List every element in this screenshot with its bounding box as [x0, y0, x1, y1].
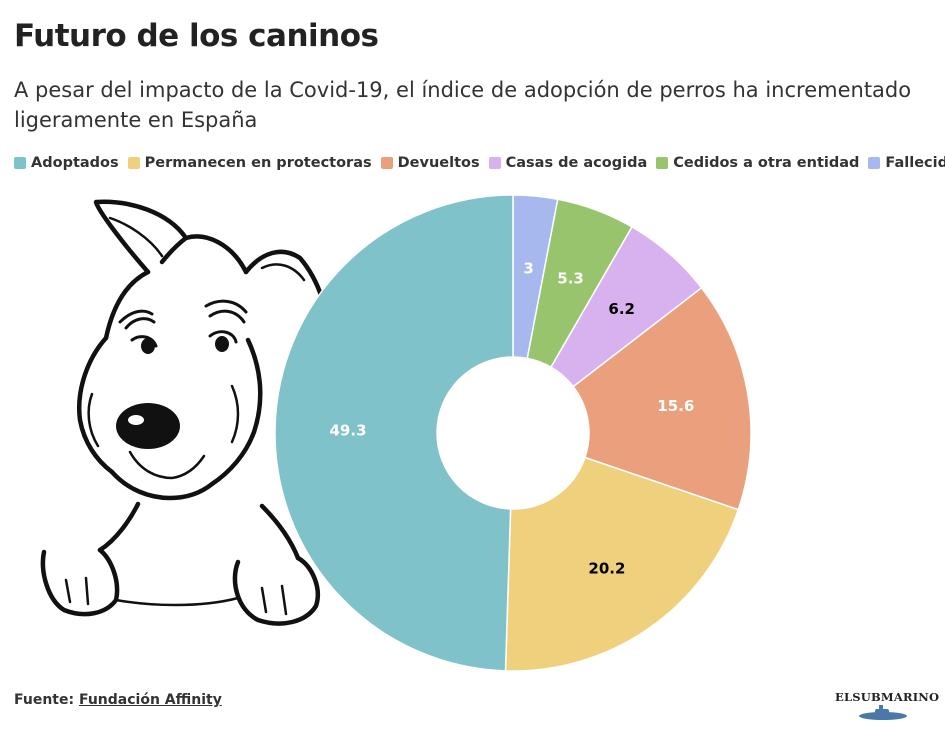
- slice-devueltos[interactable]: [572, 286, 752, 511]
- slice-value-label: 5.3: [557, 269, 584, 287]
- legend-swatch: [656, 157, 669, 169]
- legend-label: Devueltos: [397, 155, 480, 171]
- dog-illustration: [40, 199, 325, 626]
- chart-subtitle: A pesar del impacto de la Covid-19, el í…: [14, 78, 912, 132]
- legend-swatch: [868, 157, 881, 169]
- legend-label: Permanecen en protectoras: [144, 155, 372, 171]
- legend-swatch: [14, 157, 26, 169]
- footer-source-link[interactable]: Fundación Affinity: [78, 692, 222, 708]
- brand-name: ELSUBMARINO: [835, 690, 940, 704]
- legend-item-cedidos[interactable]: Cedidos a otra entidad: [656, 155, 859, 171]
- legend-label: Fallecidos: [885, 155, 945, 171]
- slice-value-label: 6.2: [608, 300, 635, 318]
- legend-swatch: [127, 157, 140, 169]
- slice-value-label: 49.3: [330, 421, 367, 439]
- legend-swatch: [488, 157, 501, 169]
- brand-logo: ELSUBMARINO: [835, 690, 939, 721]
- donut-slices: [274, 194, 752, 672]
- chart-legend: Adoptados Permanecen en protectoras Devu…: [14, 155, 945, 171]
- legend-label: Cedidos a otra entidad: [673, 155, 860, 171]
- legend-item-devueltos[interactable]: Devueltos: [380, 155, 480, 171]
- footer-source: Fuente: Fundación Affinity: [14, 692, 222, 708]
- legend-label: Adoptados: [31, 155, 119, 171]
- slice-value-label: 3: [523, 260, 533, 278]
- slice-value-label: 15.6: [657, 397, 694, 415]
- legend-item-permanecen[interactable]: Permanecen en protectoras: [127, 155, 372, 171]
- slice-adoptados[interactable]: [274, 194, 514, 672]
- legend-item-casas-acogida[interactable]: Casas de acogida: [488, 155, 648, 171]
- submarine-icon: [858, 705, 907, 720]
- slice-value-label: 20.2: [588, 560, 625, 578]
- legend-label: Casas de acogida: [505, 155, 648, 171]
- footer-source-label: Fuente:: [14, 692, 75, 708]
- chart-title: Futuro de los caninos: [14, 18, 379, 54]
- legend-item-adoptados[interactable]: Adoptados: [14, 155, 119, 171]
- donut-chart: 3 5.3 6.2 15.6 20.2 49.3: [40, 194, 752, 672]
- donut-slice-labels: 3 5.3 6.2 15.6 20.2 49.3: [330, 260, 695, 578]
- legend-item-fallecidos[interactable]: Fallecidos: [868, 155, 945, 171]
- legend-swatch: [380, 157, 393, 169]
- slice-permanecen-en-protectoras[interactable]: [504, 456, 740, 672]
